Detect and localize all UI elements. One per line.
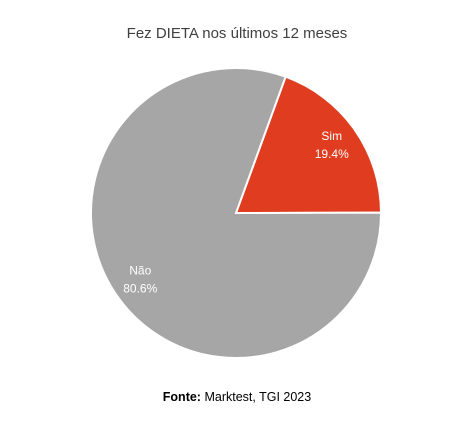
pie-slice [90,67,382,359]
source: Fonte: Marktest, TGI 2023 [163,390,311,404]
slice-category-label: Não [129,263,151,277]
chart-title: Fez DIETA nos últimos 12 meses [127,25,348,42]
slice-category-label: Sim [321,129,342,143]
slice-value-label: 80.6% [123,281,157,295]
source-text: Marktest, TGI 2023 [204,390,311,404]
slice-value-label: 19.4% [315,147,349,161]
source-label: Fonte: [163,390,201,404]
pie-slice [234,75,383,215]
